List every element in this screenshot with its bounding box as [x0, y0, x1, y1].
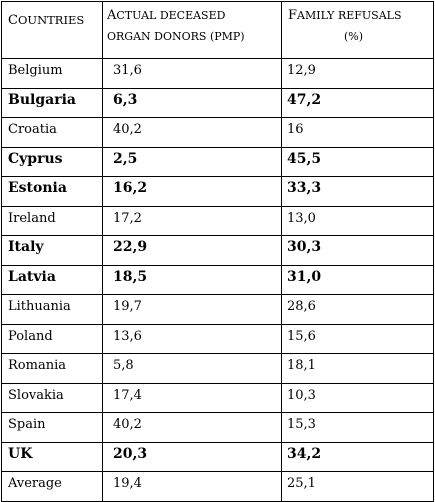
country-cell: Estonia — [1, 176, 103, 207]
donors-cell: 16,2 — [102, 176, 282, 207]
country-cell: Spain — [1, 412, 103, 443]
refusals-cell: 28,6 — [281, 294, 434, 325]
table-row: Estonia 16,2 33,3 — [1, 176, 434, 207]
table-row: Average 19,4 25,1 — [1, 471, 434, 502]
refusals-cell: 45,5 — [281, 146, 434, 177]
table-row: Romania 5,8 18,1 — [1, 353, 434, 384]
country-cell: Latvia — [1, 264, 103, 295]
donors-cell: 19,7 — [102, 294, 282, 325]
donors-cell: 17,4 — [102, 382, 282, 413]
table-row: Italy 22,9 30,3 — [1, 235, 434, 266]
country-cell: UK — [1, 441, 103, 472]
header-refusals-line1: FAMILY REFUSALS — [288, 5, 433, 26]
header-donors: ACTUAL DECEASED ORGAN DONORS (PMP) — [102, 1, 282, 59]
table-row: Spain 40,2 15,3 — [1, 412, 434, 443]
country-cell: Cyprus — [1, 146, 103, 177]
table-row: Latvia 18,5 31,0 — [1, 264, 434, 295]
table-row: Croatia 40,2 16 — [1, 117, 434, 148]
donors-cell: 40,2 — [102, 117, 282, 148]
header-refusals-line2: (%) — [343, 30, 364, 43]
donors-cell: 13,6 — [102, 323, 282, 354]
header-countries: COUNTRIES — [1, 1, 103, 59]
table-row: Cyprus 2,5 45,5 — [1, 146, 434, 177]
refusals-cell: 25,1 — [281, 471, 434, 502]
refusals-cell: 12,9 — [281, 58, 434, 89]
donors-cell: 18,5 — [102, 264, 282, 295]
table-row: Slovakia 17,4 10,3 — [1, 382, 434, 413]
country-cell: Ireland — [1, 205, 103, 236]
table-row: Belgium 31,6 12,9 — [1, 58, 434, 89]
donors-cell: 5,8 — [102, 353, 282, 384]
header-countries-initial: C — [8, 13, 18, 28]
table-row: UK 20,3 34,2 — [1, 441, 434, 472]
refusals-cell: 31,0 — [281, 264, 434, 295]
refusals-cell: 34,2 — [281, 441, 434, 472]
donors-cell: 17,2 — [102, 205, 282, 236]
donors-cell: 31,6 — [102, 58, 282, 89]
header-countries-rest: OUNTRIES — [17, 13, 85, 27]
refusals-cell: 18,1 — [281, 353, 434, 384]
header-donors-line2: ORGAN DONORS (PMP) — [107, 30, 245, 43]
country-cell: Bulgaria — [1, 87, 103, 118]
table-row: Bulgaria 6,3 47,2 — [1, 87, 434, 118]
refusals-cell: 10,3 — [281, 382, 434, 413]
table-row: Poland 13,6 15,6 — [1, 323, 434, 354]
country-cell: Average — [1, 471, 103, 502]
header-donors-line1: ACTUAL DECEASED — [107, 5, 281, 26]
header-refusals: FAMILY REFUSALS (%) — [281, 1, 434, 59]
table-row: Lithuania 19,7 28,6 — [1, 294, 434, 325]
header-donors-initial: A — [107, 8, 117, 23]
header-refusals-initial: F — [288, 8, 298, 23]
header-donors-line1-rest: CTUAL DECEASED — [116, 9, 226, 22]
header-refusals-line1-rest: AMILY REFUSALS — [297, 9, 402, 22]
country-cell: Slovakia — [1, 382, 103, 413]
donors-cell: 19,4 — [102, 471, 282, 502]
donors-cell: 40,2 — [102, 412, 282, 443]
table-row: Ireland 17,2 13,0 — [1, 205, 434, 236]
country-cell: Croatia — [1, 117, 103, 148]
donors-cell: 2,5 — [102, 146, 282, 177]
country-cell: Lithuania — [1, 294, 103, 325]
refusals-cell: 15,6 — [281, 323, 434, 354]
table-header-row: COUNTRIES ACTUAL DECEASED ORGAN DONORS (… — [1, 1, 434, 59]
refusals-cell: 47,2 — [281, 87, 434, 118]
country-cell: Poland — [1, 323, 103, 354]
refusals-cell: 13,0 — [281, 205, 434, 236]
refusals-cell: 30,3 — [281, 235, 434, 266]
country-cell: Romania — [1, 353, 103, 384]
country-cell: Italy — [1, 235, 103, 266]
refusals-cell: 33,3 — [281, 176, 434, 207]
donors-cell: 22,9 — [102, 235, 282, 266]
country-cell: Belgium — [1, 58, 103, 89]
refusals-cell: 16 — [281, 117, 434, 148]
table-body: Belgium 31,6 12,9 Bulgaria 6,3 47,2 Croatia 40,… — [1, 58, 434, 502]
donors-cell: 6,3 — [102, 87, 282, 118]
refusals-cell: 15,3 — [281, 412, 434, 443]
donors-cell: 20,3 — [102, 441, 282, 472]
